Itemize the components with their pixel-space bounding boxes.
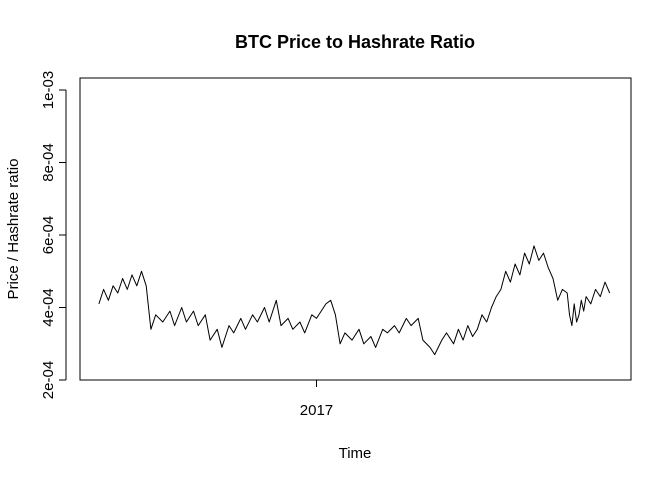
y-axis: 2e-04 4e-04 6e-04 8e-04 1e-03 (40, 71, 67, 399)
series-line (98, 245, 611, 356)
x-tick-label: 2017 (300, 402, 333, 419)
y-axis-label: Price / Hashrate ratio (5, 159, 22, 300)
x-axis: 2017 (300, 380, 333, 419)
y-tick-label: 1e-03 (40, 71, 57, 109)
x-axis-label: Time (339, 445, 372, 462)
series-layer (98, 245, 611, 356)
y-tick-label: 6e-04 (40, 216, 57, 254)
chart-title: BTC Price to Hashrate Ratio (235, 32, 475, 52)
y-tick-label: 2e-04 (40, 361, 57, 399)
y-tick-label: 4e-04 (40, 288, 57, 326)
y-tick-label: 8e-04 (40, 143, 57, 181)
plot-frame (79, 77, 632, 381)
